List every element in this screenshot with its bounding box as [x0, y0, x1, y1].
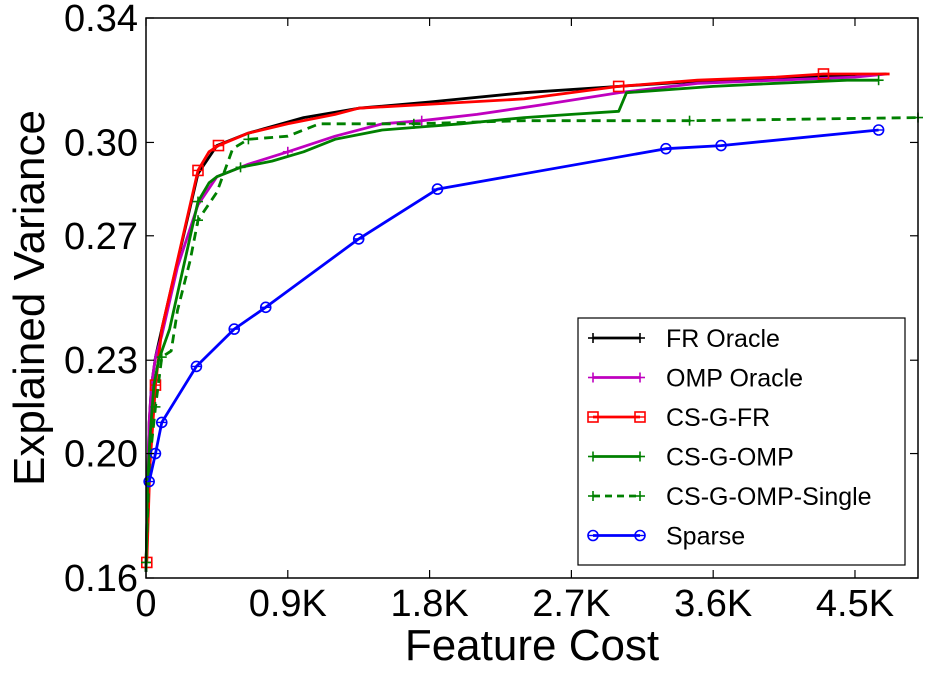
- legend-label: Sparse: [666, 523, 745, 551]
- legend-entry-cs-g-omp: CS-G-OMP: [588, 444, 794, 472]
- legend-label: CS-G-OMP-Single: [666, 483, 872, 511]
- data-point-cs-g-omp-single: [150, 401, 161, 412]
- y-tick-label: 0.27: [64, 216, 138, 258]
- legend-label: CS-G-OMP: [666, 444, 794, 472]
- data-point-sparse: [660, 142, 672, 155]
- legend-entry-sparse: Sparse: [587, 523, 745, 551]
- series-cs-g-omp: [144, 75, 884, 572]
- data-point-cs-g-omp-single: [408, 118, 419, 129]
- data-point-sparse: [715, 139, 727, 152]
- x-tick-label: 3.6K: [674, 583, 752, 625]
- plot-area-frame: [145, 17, 919, 579]
- data-point-cs-g-fr: [612, 80, 625, 93]
- ticks-layer: 0 0.9K 1.8K 2.7K 3.6K 4.5K 0.16 0.20 0.23 0.27 0.3…: [64, 0, 918, 625]
- data-point-sparse: [872, 124, 885, 136]
- data-point-cs-g-omp: [192, 196, 203, 207]
- legend-entry-cs-g-fr: CS-G-FR: [587, 404, 770, 432]
- data-point-sparse: [190, 360, 203, 373]
- y-tick-label: 0.16: [64, 558, 138, 600]
- series-layer: [140, 68, 923, 572]
- y-tick-label: 0.20: [64, 434, 138, 476]
- legend-box: [577, 317, 906, 566]
- x-tick-label: 0.9K: [249, 583, 327, 625]
- legend-label: CS-G-FR: [666, 404, 770, 432]
- legend-entry-fr-oracle: FR Oracle: [588, 325, 780, 353]
- legend-entry-omp-oracle: OMP Oracle: [588, 365, 803, 393]
- x-tick-label: 0: [135, 583, 156, 625]
- legend-label: FR Oracle: [666, 325, 780, 353]
- data-point-cs-g-omp-single: [156, 352, 167, 363]
- legend-marker: [588, 372, 598, 383]
- x-tick-label: 1.8K: [391, 583, 469, 625]
- legend-marker: [635, 491, 645, 501]
- legend-marker: [588, 333, 598, 343]
- data-point-cs-g-omp: [235, 162, 246, 173]
- data-point-sparse: [155, 416, 168, 429]
- y-axis-title: Explained Variance: [5, 110, 54, 486]
- data-point-omp-oracle: [416, 115, 427, 126]
- legend-marker: [588, 491, 598, 501]
- data-point-cs-g-omp: [873, 75, 884, 86]
- x-tick-label: 2.7K: [532, 583, 610, 625]
- data-point-cs-g-omp-single: [192, 215, 203, 226]
- series-line-cs-g-omp: [144, 78, 879, 572]
- legend-marker: [587, 411, 599, 423]
- y-tick-label: 0.23: [64, 340, 138, 382]
- legend-marker: [635, 451, 645, 462]
- data-point-sparse: [228, 323, 241, 335]
- legend-label: OMP Oracle: [666, 365, 803, 393]
- legend-marker: [634, 411, 646, 423]
- data-point-cs-g-fr: [192, 164, 204, 177]
- legend-marker: [587, 529, 599, 542]
- legend: FR Oracle OMP Oracle CS-G-FR CS-G-OMP CS-G-O…: [577, 317, 906, 566]
- data-point-sparse: [431, 183, 444, 195]
- legend-marker: [635, 372, 645, 383]
- x-axis-title: Feature Cost: [405, 621, 659, 670]
- legend-marker: [634, 529, 646, 542]
- data-point-cs-g-fr: [817, 68, 830, 80]
- data-point-cs-g-omp-single: [243, 134, 254, 145]
- legend-marker: [635, 333, 645, 343]
- legend-marker: [588, 451, 598, 462]
- y-tick-label: 0.34: [64, 0, 138, 40]
- series-line-cs-g-fr: [145, 72, 890, 563]
- data-point-sparse: [352, 233, 365, 245]
- data-point-cs-g-fr: [212, 139, 225, 152]
- series-omp-oracle: [144, 72, 887, 572]
- y-tick-label: 0.30: [64, 122, 138, 164]
- series-line-cs-g-omp-single: [144, 116, 919, 563]
- data-point-cs-g-omp-single: [684, 115, 695, 126]
- data-point-sparse: [259, 301, 272, 314]
- x-tick-label: 4.5K: [816, 583, 894, 625]
- legend-entry-cs-g-omp-single: CS-G-OMP-Single: [588, 483, 872, 511]
